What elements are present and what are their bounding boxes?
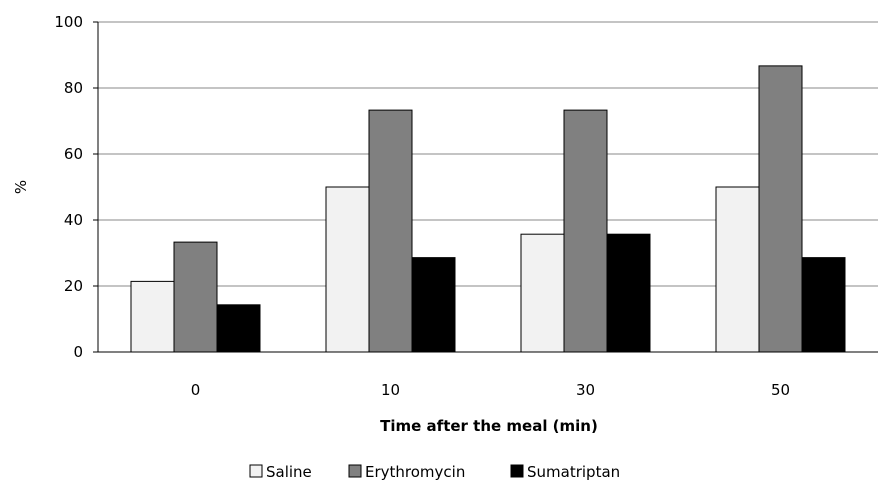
legend-label-erythromycin: Erythromycin — [365, 463, 465, 481]
bar-erythromycin-0 — [173, 241, 218, 353]
bar-erythromycin-50 — [758, 65, 803, 353]
x-axis-ticks: 0 10 30 50 — [191, 381, 790, 399]
bar-sumatriptan-10 — [411, 257, 456, 353]
x-tick-label: 0 — [191, 381, 201, 399]
bar-sumatriptan-0 — [216, 304, 261, 353]
bar-erythromycin-30 — [563, 109, 608, 353]
y-tick-label: 0 — [73, 343, 83, 361]
bar-saline-50 — [715, 186, 760, 353]
y-tick-label: 100 — [54, 13, 83, 31]
y-tick-label: 60 — [64, 145, 83, 163]
bars — [130, 65, 846, 353]
legend-swatch-saline — [249, 464, 263, 478]
bar-saline-0 — [130, 280, 175, 353]
y-tick-label: 40 — [64, 211, 83, 229]
legend-swatch-erythromycin — [348, 464, 362, 478]
y-tick-label: 20 — [64, 277, 83, 295]
legend-label-saline: Saline — [266, 463, 312, 481]
y-axis-ticks: 0 20 40 60 80 100 — [54, 13, 98, 361]
bar-sumatriptan-50 — [801, 257, 846, 353]
x-axis-title: Time after the meal (min) — [380, 417, 598, 435]
x-tick-label: 50 — [771, 381, 790, 399]
legend: Saline Erythromycin Sumatriptan — [249, 463, 620, 481]
bar-saline-30 — [520, 233, 565, 353]
legend-swatch-sumatriptan — [510, 464, 524, 478]
y-axis-title: % — [12, 180, 30, 194]
x-tick-label: 10 — [381, 381, 400, 399]
bar-saline-10 — [325, 186, 370, 353]
bar-sumatriptan-30 — [606, 233, 651, 353]
x-tick-label: 30 — [576, 381, 595, 399]
y-tick-label: 80 — [64, 79, 83, 97]
bar-erythromycin-10 — [368, 109, 413, 353]
legend-label-sumatriptan: Sumatriptan — [527, 463, 620, 481]
